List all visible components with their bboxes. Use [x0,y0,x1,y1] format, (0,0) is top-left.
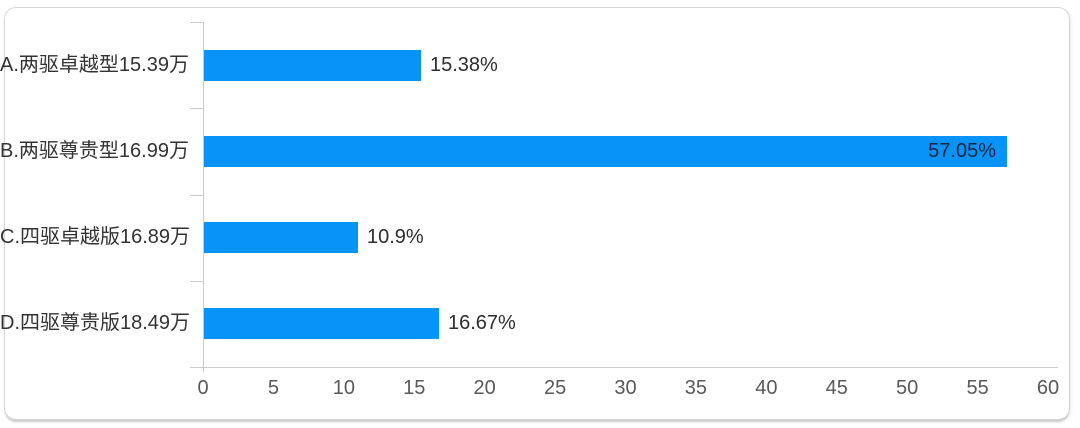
category-label: D.四驱尊贵版18.49万 [0,312,191,335]
value-label: 57.05% [928,139,996,162]
x-axis-tick-label: 45 [825,377,848,399]
y-axis-tick [190,108,203,110]
x-axis-tick-label: 15 [403,377,426,399]
category-label: A.两驱卓越型15.39万 [0,53,189,76]
x-axis-tick-label: 50 [896,377,919,399]
bar [204,222,358,254]
x-axis-zero-tick [203,367,204,372]
y-axis-line [203,22,204,367]
x-axis-tick-label: 40 [755,377,778,399]
x-axis-tick-label: 10 [332,377,355,399]
x-axis-tick-label: 20 [473,377,496,399]
y-axis-tick [190,280,203,282]
category-label: B.两驱尊贵型16.99万 [0,139,189,162]
x-axis-tick-label: 35 [684,377,708,399]
y-axis-tick [190,194,203,196]
value-label: 10.9% [367,226,424,249]
y-axis-tick [190,22,203,23]
category-label: C.四驱卓越版16.89万 [0,226,191,249]
bar [204,135,1007,167]
bar [204,49,421,81]
value-label: 16.67% [448,312,516,335]
value-label: 15.38% [430,53,498,76]
bar [204,308,439,340]
x-axis-tick-label: 0 [197,377,209,399]
x-axis-tick-label: 60 [1036,377,1060,399]
x-axis-tick-label: 25 [543,377,567,399]
chart-card [4,7,1070,420]
x-axis-tick-label: 55 [966,377,989,399]
x-axis-tick-label: 5 [267,377,279,399]
x-axis-tick-label: 30 [614,377,637,399]
x-axis-line [190,367,1058,368]
